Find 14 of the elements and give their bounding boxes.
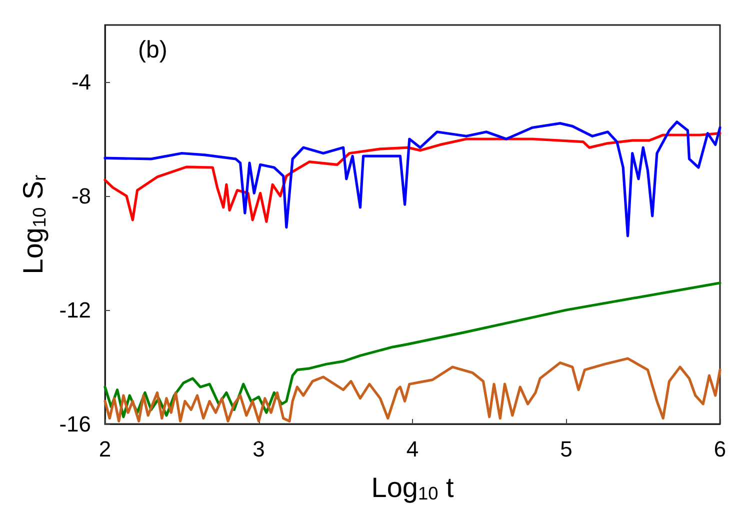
- y-tick-label: -16: [59, 412, 91, 436]
- annotation: (b): [138, 36, 168, 64]
- x-tick-label: 6: [714, 436, 726, 462]
- x-tick-label: 5: [560, 436, 572, 462]
- y-tick-label: -12: [59, 298, 91, 322]
- y-tick-label: -8: [71, 184, 91, 208]
- x-tick-label: 2: [98, 436, 112, 462]
- line-series: [104, 132, 722, 223]
- line-series: [104, 357, 722, 422]
- y-tick-label: -4: [71, 70, 91, 94]
- x-tick-label: 3: [252, 436, 265, 462]
- x-tick-label: 4: [406, 436, 419, 462]
- line-series: [104, 120, 722, 238]
- y-axis-title: Log10 Sr: [18, 174, 50, 274]
